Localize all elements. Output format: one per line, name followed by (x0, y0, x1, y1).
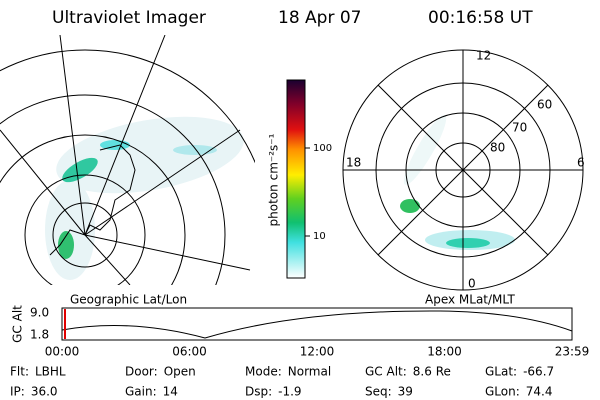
field-label: Flt: (10, 365, 29, 379)
timeline-axis-label: GC Alt (11, 305, 25, 343)
timeline-x-label: 23:59 (555, 345, 590, 359)
geographic-map (0, 35, 255, 285)
lat-label: 60 (537, 98, 552, 112)
field-value: Open (164, 365, 196, 379)
lat-label: 70 (512, 121, 527, 135)
field-label: GLat: (485, 365, 517, 379)
colorbar-label: photon cm⁻²s⁻¹ (267, 133, 281, 226)
timeline-y-label: 1.8 (30, 328, 49, 342)
colorbar-tick-label: 100 (313, 143, 332, 154)
mlt-label: 6 (577, 156, 585, 170)
right-caption: Apex MLat/MLT (425, 293, 515, 307)
field-label: GC Alt: (365, 365, 407, 379)
field-value: 36.0 (31, 385, 58, 399)
mlt-label: 18 (346, 156, 361, 170)
time: 00:16:58 UT (428, 8, 533, 28)
timeline-x-label: 12:00 (300, 345, 335, 359)
field-value: -66.7 (523, 365, 554, 379)
polar-plot (342, 49, 584, 291)
field-value: Normal (288, 365, 331, 379)
field-value: 74.4 (526, 385, 553, 399)
timeline-x-label: 00:00 (45, 345, 80, 359)
mlt-label: 0 (468, 277, 476, 291)
field-value: 8.6 Re (413, 365, 451, 379)
field-value: -1.9 (278, 385, 301, 399)
field-label: Door: (125, 365, 158, 379)
instrument-title: Ultraviolet Imager (52, 8, 206, 28)
field-label: Gain: (125, 385, 157, 399)
left-caption: Geographic Lat/Lon (70, 293, 187, 307)
field-label: Seq: (365, 385, 392, 399)
field-value: 39 (398, 385, 413, 399)
lat-label: 80 (490, 141, 505, 155)
altitude-curve (61, 310, 573, 339)
timeline-y-label: 9.0 (30, 306, 49, 320)
field-label: Dsp: (245, 385, 272, 399)
field-value: LBHL (35, 365, 66, 379)
date: 18 Apr 07 (278, 8, 361, 28)
field-label: GLon: (485, 385, 520, 399)
timeline-frame (61, 307, 573, 341)
mlt-label: 12 (476, 49, 491, 63)
field-label: Mode: (245, 365, 282, 379)
colorbar (286, 79, 306, 279)
field-value: 14 (163, 385, 178, 399)
colorbar-tick-label: 10 (313, 231, 326, 242)
timeline-x-label: 18:00 (427, 345, 462, 359)
field-label: IP: (10, 385, 25, 399)
timeline-x-label: 06:00 (172, 345, 207, 359)
